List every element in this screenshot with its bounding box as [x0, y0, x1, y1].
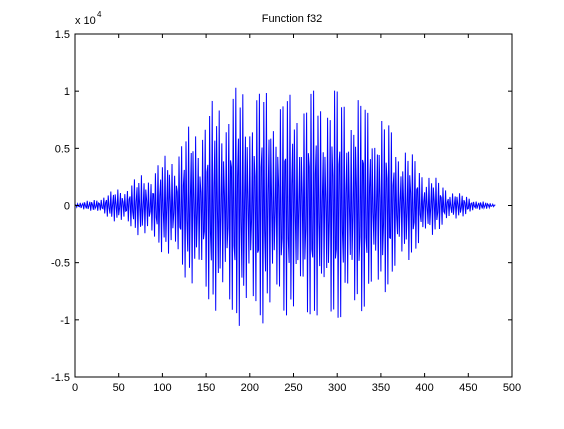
y-multiplier-exponent: 4 — [97, 10, 102, 19]
y-axis: -1.5 -1 -0.5 0 0.5 1 1.5 — [51, 29, 512, 384]
x-tick-label: 250 — [284, 382, 302, 394]
chart-title: Function f32 — [262, 13, 323, 25]
y-tick-label: 1.5 — [55, 29, 70, 41]
x-tick-label: 0 — [72, 382, 78, 394]
y-tick-label: -1.5 — [51, 372, 70, 384]
x-tick-label: 300 — [328, 382, 346, 394]
plot-area — [74, 33, 513, 378]
y-tick-label: -1 — [60, 315, 70, 327]
x-axis: 0 50 100 150 200 250 300 350 400 450 500 — [72, 34, 521, 394]
x-tick-label: 500 — [503, 382, 521, 394]
x-tick-label: 450 — [459, 382, 477, 394]
y-tick-label: -0.5 — [51, 258, 70, 270]
x-tick-label: 50 — [113, 382, 125, 394]
y-tick-label: 0 — [64, 201, 70, 213]
y-tick-label: 1 — [64, 86, 70, 98]
x-tick-label: 400 — [415, 382, 433, 394]
x-tick-label: 100 — [153, 382, 171, 394]
y-axis-multiplier: x 10 4 — [75, 10, 102, 27]
y-multiplier-base: x 10 — [75, 15, 96, 27]
x-tick-label: 150 — [197, 382, 215, 394]
x-tick-label: 350 — [372, 382, 390, 394]
series-line — [74, 87, 496, 326]
x-tick-label: 200 — [241, 382, 259, 394]
y-tick-label: 0.5 — [55, 143, 70, 155]
